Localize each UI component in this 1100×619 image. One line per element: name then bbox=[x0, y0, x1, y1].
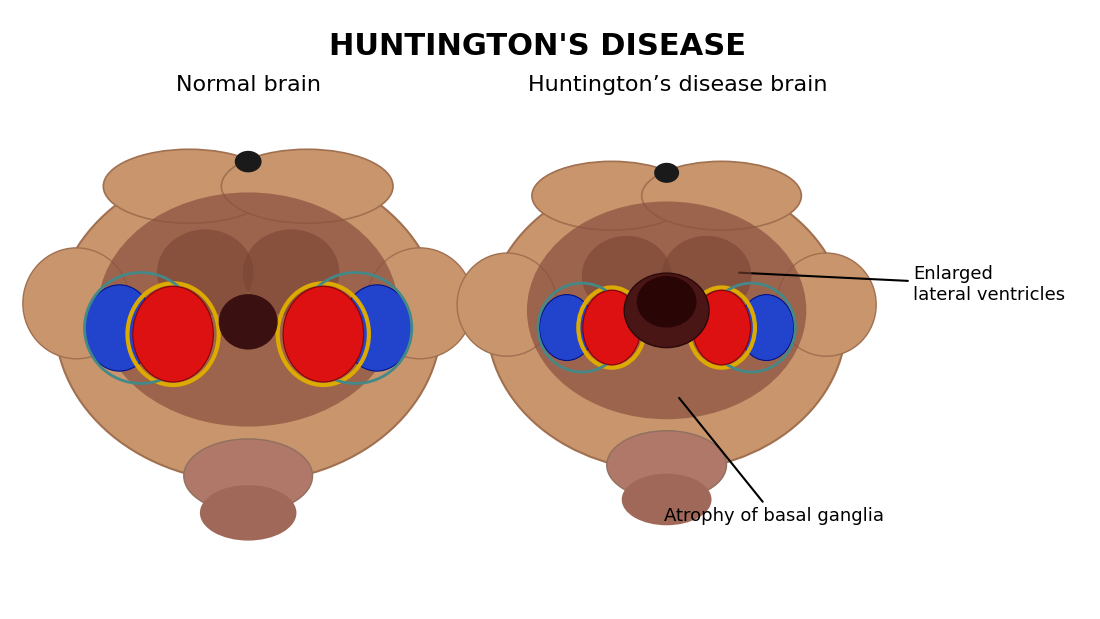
Ellipse shape bbox=[637, 276, 696, 327]
Ellipse shape bbox=[532, 162, 692, 230]
Ellipse shape bbox=[219, 294, 277, 350]
Ellipse shape bbox=[243, 230, 340, 316]
Ellipse shape bbox=[98, 193, 398, 426]
Ellipse shape bbox=[661, 236, 751, 316]
Ellipse shape bbox=[582, 236, 672, 316]
Ellipse shape bbox=[234, 151, 262, 172]
Ellipse shape bbox=[607, 431, 726, 500]
Ellipse shape bbox=[103, 149, 275, 223]
Ellipse shape bbox=[641, 162, 801, 230]
Text: Huntington’s disease brain: Huntington’s disease brain bbox=[528, 76, 827, 95]
Ellipse shape bbox=[777, 253, 877, 356]
Ellipse shape bbox=[693, 290, 750, 365]
Ellipse shape bbox=[487, 173, 846, 471]
Ellipse shape bbox=[739, 295, 794, 360]
Ellipse shape bbox=[200, 485, 297, 540]
Ellipse shape bbox=[366, 248, 473, 359]
Ellipse shape bbox=[342, 285, 411, 371]
Ellipse shape bbox=[55, 162, 441, 482]
Ellipse shape bbox=[527, 201, 806, 419]
Ellipse shape bbox=[624, 273, 710, 348]
Ellipse shape bbox=[458, 253, 557, 356]
Ellipse shape bbox=[133, 287, 213, 382]
Ellipse shape bbox=[283, 287, 363, 382]
Ellipse shape bbox=[157, 230, 253, 316]
Ellipse shape bbox=[621, 474, 712, 526]
Ellipse shape bbox=[85, 285, 154, 371]
Ellipse shape bbox=[654, 163, 679, 183]
Text: HUNTINGTON'S DISEASE: HUNTINGTON'S DISEASE bbox=[329, 32, 747, 61]
Ellipse shape bbox=[23, 248, 130, 359]
Ellipse shape bbox=[539, 295, 594, 360]
Text: Normal brain: Normal brain bbox=[176, 76, 321, 95]
Ellipse shape bbox=[184, 439, 312, 513]
Text: Enlarged
lateral ventricles: Enlarged lateral ventricles bbox=[739, 266, 1066, 305]
Ellipse shape bbox=[221, 149, 393, 223]
Text: Atrophy of basal ganglia: Atrophy of basal ganglia bbox=[664, 398, 884, 525]
Ellipse shape bbox=[583, 290, 640, 365]
